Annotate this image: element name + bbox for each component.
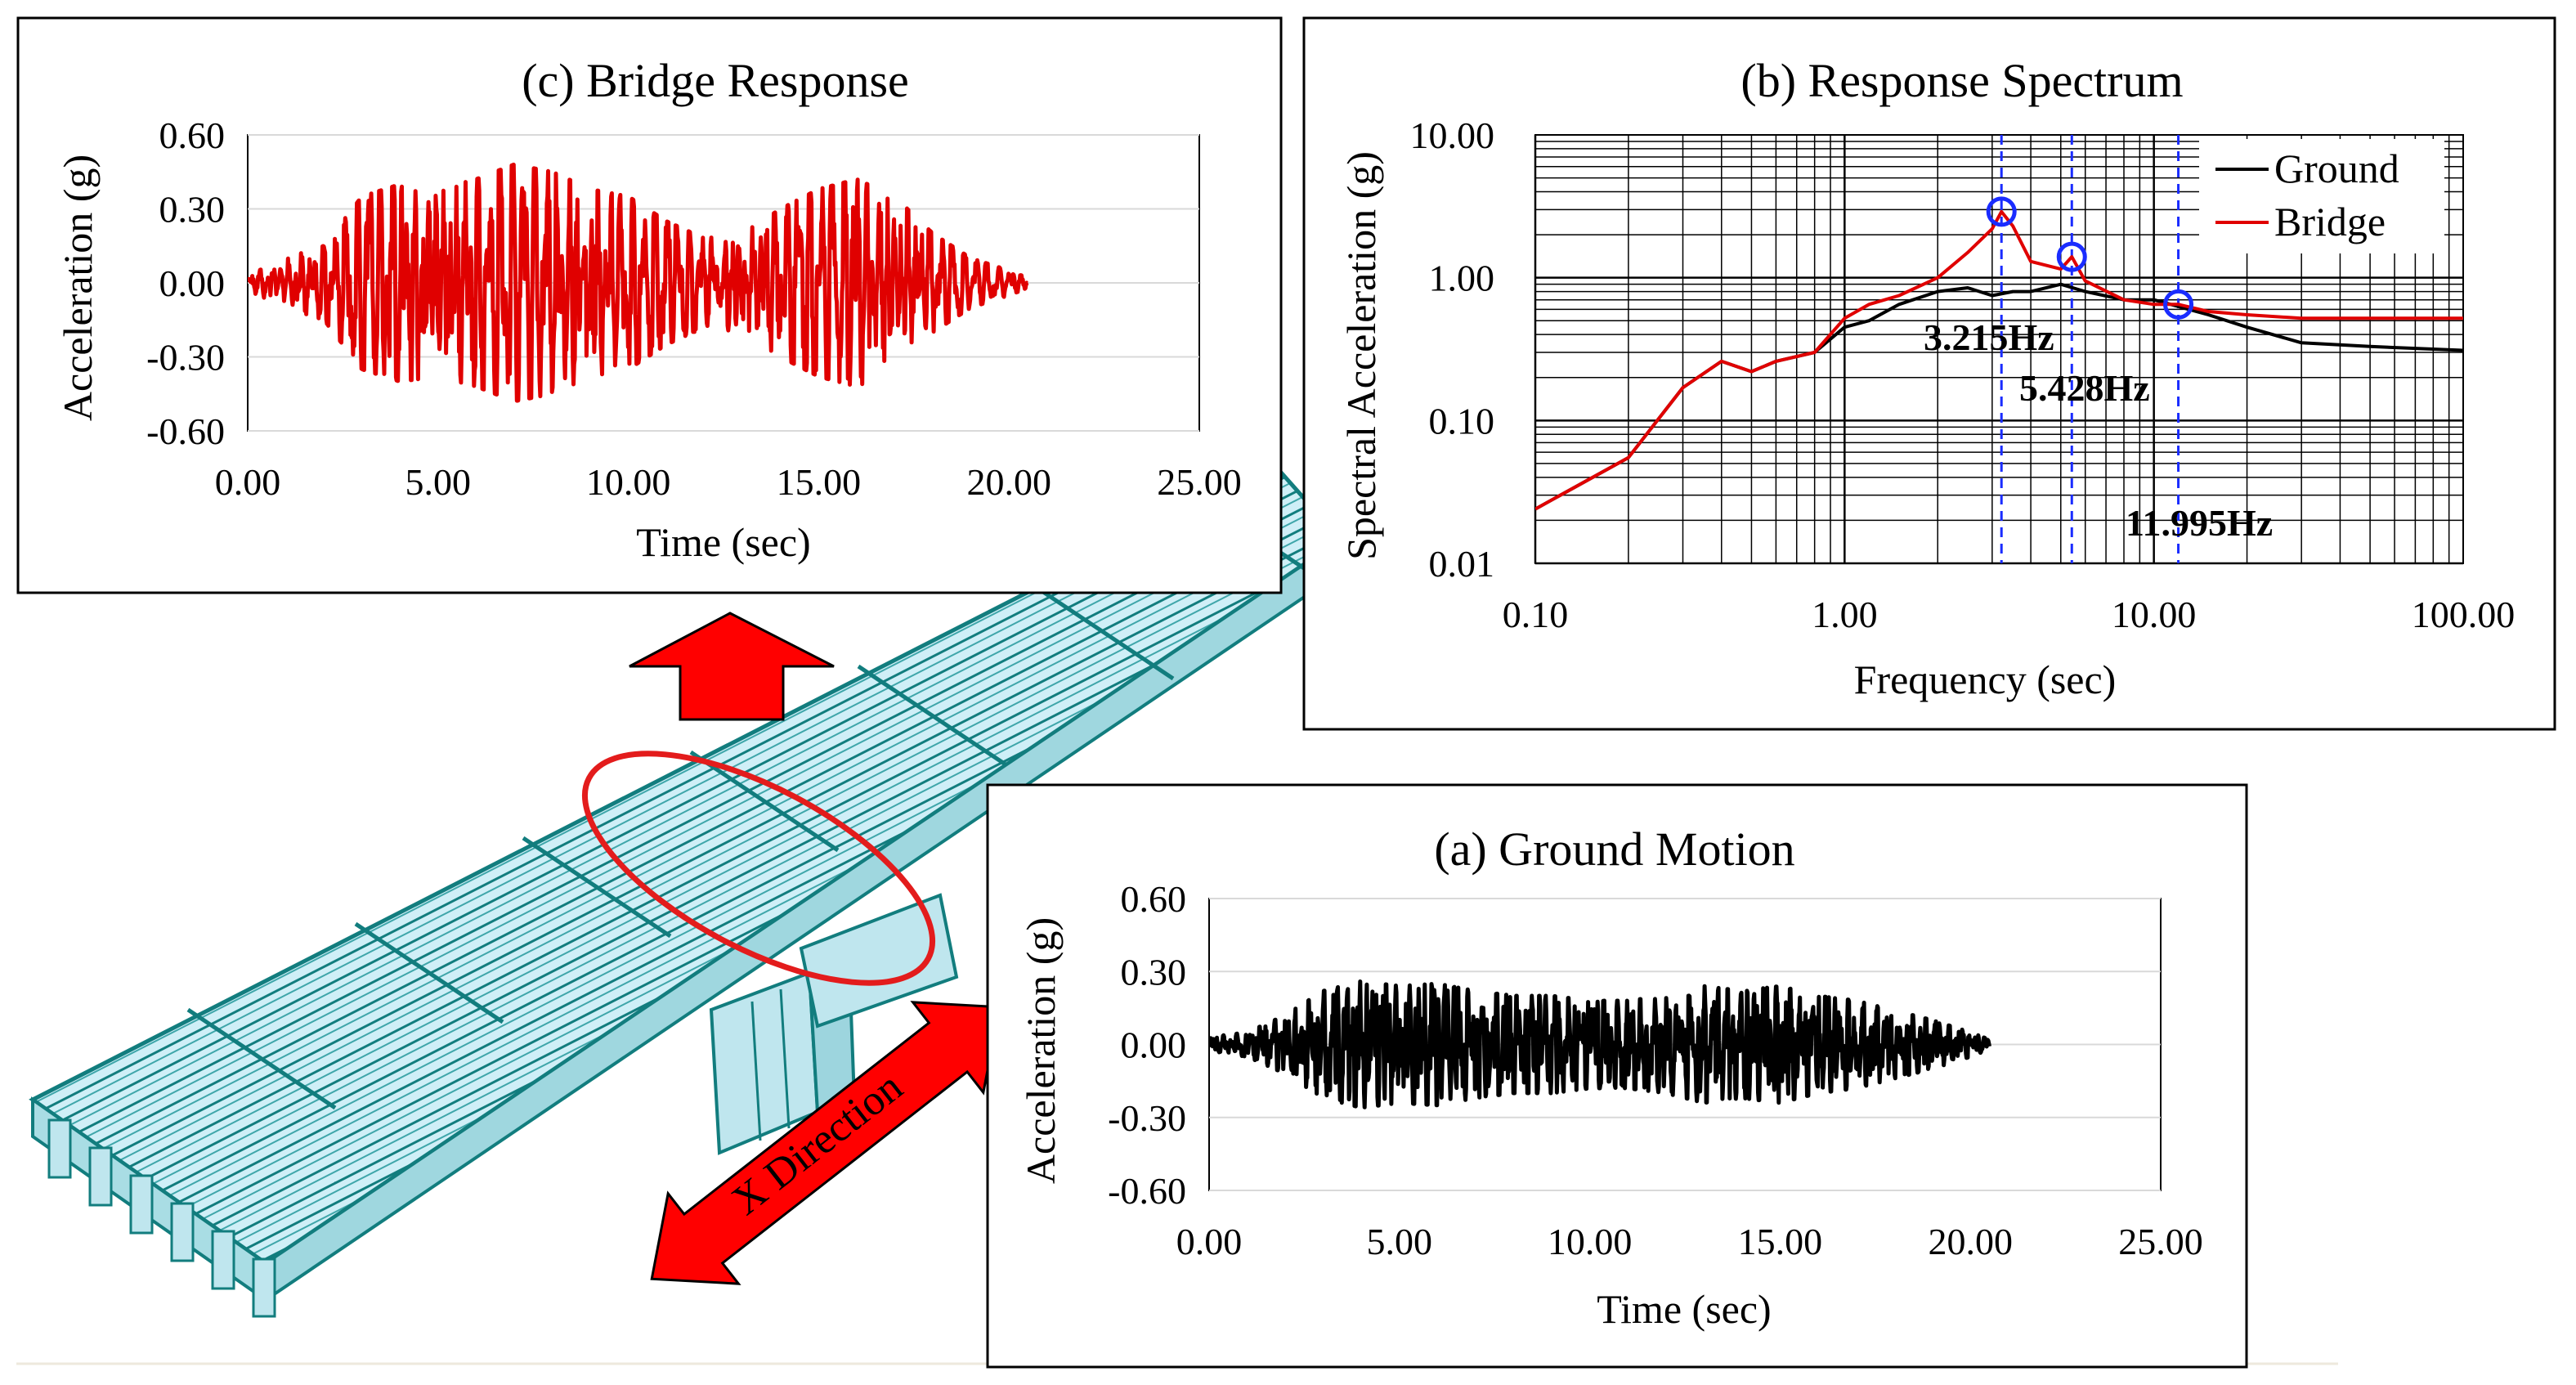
- cross-beam: [186, 1007, 337, 1110]
- y-tick-label: -0.60: [1108, 1170, 1186, 1212]
- y-tick-label: 0.30: [1121, 951, 1187, 993]
- y-tick-label: -0.60: [146, 410, 225, 452]
- legend: Ground Bridge: [2199, 139, 2444, 253]
- y-tick-label: 0.01: [1429, 543, 1495, 585]
- girder-end: [252, 1257, 276, 1318]
- y-tick-label: 0.10: [1429, 400, 1495, 441]
- y-tick-label: 10.00: [1410, 114, 1495, 156]
- series-line-bridge: [1535, 209, 2463, 511]
- x-tick-label: 0.00: [1176, 1221, 1243, 1262]
- cross-beam: [1024, 578, 1175, 681]
- x-tick-label: 0.10: [1503, 594, 1569, 635]
- y-axis-title: Spectral Acceleration (g): [1338, 151, 1384, 560]
- x-tick-label: 10.00: [1548, 1221, 1633, 1262]
- response-spectrum-panel: (b) Response Spectrum 10.001.000.100.01 …: [1302, 16, 2556, 731]
- y-tick-label: 0.60: [159, 114, 226, 156]
- y-tick-labels: 0.60 0.30 0.00 -0.30 -0.60: [1108, 878, 1186, 1212]
- peak-frequency-label: 3.215Hz: [1924, 316, 2054, 358]
- x-tick-labels: 0.00 5.00 10.00 15.00 20.00 25.00: [215, 461, 1242, 503]
- legend-label-ground: Ground: [2274, 146, 2399, 191]
- girder-end: [129, 1174, 154, 1235]
- bridge-pier: [709, 893, 959, 1155]
- y-tick-label: 0.60: [1121, 878, 1187, 920]
- up-arrow-icon: [629, 612, 835, 721]
- x-tick-label: 1.00: [1812, 594, 1878, 635]
- x-axis-title: Frequency (sec): [1854, 657, 2117, 702]
- series-line-bridge: [248, 162, 1030, 403]
- x-tick-label: 25.00: [2118, 1221, 2203, 1262]
- peak-frequency-lines: [2000, 135, 2180, 563]
- x-tick-label: 25.00: [1157, 461, 1242, 503]
- x-tick-label: 10.00: [2112, 594, 2197, 635]
- x-tick-label: 20.00: [1928, 1221, 2013, 1262]
- cross-beam: [857, 664, 1007, 767]
- y-tick-label: -0.30: [146, 337, 225, 379]
- girder-end: [88, 1146, 113, 1207]
- x-tick-label: 5.00: [1367, 1221, 1433, 1262]
- peak-frequency-label: 5.428Hz: [2019, 367, 2150, 409]
- x-tick-label: 5.00: [405, 461, 472, 503]
- cross-beam: [354, 921, 504, 1024]
- x-tick-label: 10.00: [586, 461, 671, 503]
- peak-marker-circle: [2056, 241, 2087, 272]
- cross-beam: [689, 750, 840, 853]
- x-tick-label: 15.00: [1738, 1221, 1823, 1262]
- girder-ends: [47, 1118, 276, 1318]
- legend-box: [2199, 139, 2444, 253]
- y-tick-labels: 0.60 0.30 0.00 -0.30 -0.60: [146, 114, 225, 452]
- gridlines: [1534, 135, 2463, 565]
- girder-end: [211, 1230, 235, 1290]
- girder-end: [170, 1202, 195, 1262]
- cross-beam: [522, 836, 672, 939]
- y-tick-label: 1.00: [1429, 258, 1495, 299]
- x-axis-title: Time (sec): [1597, 1286, 1771, 1332]
- y-tick-label: 0.00: [159, 262, 226, 304]
- x-tick-label: 100.00: [2412, 594, 2516, 635]
- chart-title: (a) Ground Motion: [1434, 822, 1794, 876]
- y-axis-title: Acceleration (g): [55, 155, 101, 421]
- x-tick-label: 0.00: [215, 461, 281, 503]
- y-tick-label: -0.30: [1108, 1097, 1186, 1139]
- peak-marker-circle: [2163, 289, 2194, 320]
- x-axis-title: Time (sec): [636, 519, 810, 565]
- series-line-ground: [1209, 979, 1991, 1109]
- peak-frequency-label: 11.995Hz: [2126, 502, 2273, 544]
- chart-title: (b) Response Spectrum: [1740, 54, 2183, 107]
- ground-motion-panel: (a) Ground Motion 0.60 0.30 0.00 -0.30 -0.60…: [986, 783, 2248, 1369]
- peak-markers: 3.215Hz 5.428Hz 11.995Hz: [1924, 196, 2273, 544]
- y-tick-label: 0.00: [1121, 1024, 1187, 1066]
- highlight-ellipse: [581, 751, 936, 986]
- bridge-response-panel: (c) Bridge Response 0.60 0.30 0.00 -0.30 -0.…: [16, 16, 1283, 594]
- peak-marker-circle: [1986, 196, 2017, 227]
- girder-end: [47, 1118, 72, 1179]
- chart-title: (c) Bridge Response: [522, 54, 909, 107]
- x-tick-labels: 0.10 1.00 10.00 100.00: [1503, 594, 2516, 635]
- x-tick-labels: 0.00 5.00 10.00 15.00 20.00 25.00: [1176, 1221, 2203, 1262]
- y-tick-labels: 10.00 1.00 0.10 0.01: [1410, 114, 1495, 585]
- x-tick-label: 15.00: [777, 461, 862, 503]
- y-tick-label: 0.30: [159, 189, 226, 231]
- x-tick-label: 20.00: [966, 461, 1051, 503]
- legend-label-bridge: Bridge: [2274, 199, 2386, 244]
- y-axis-title: Acceleration (g): [1018, 917, 1064, 1184]
